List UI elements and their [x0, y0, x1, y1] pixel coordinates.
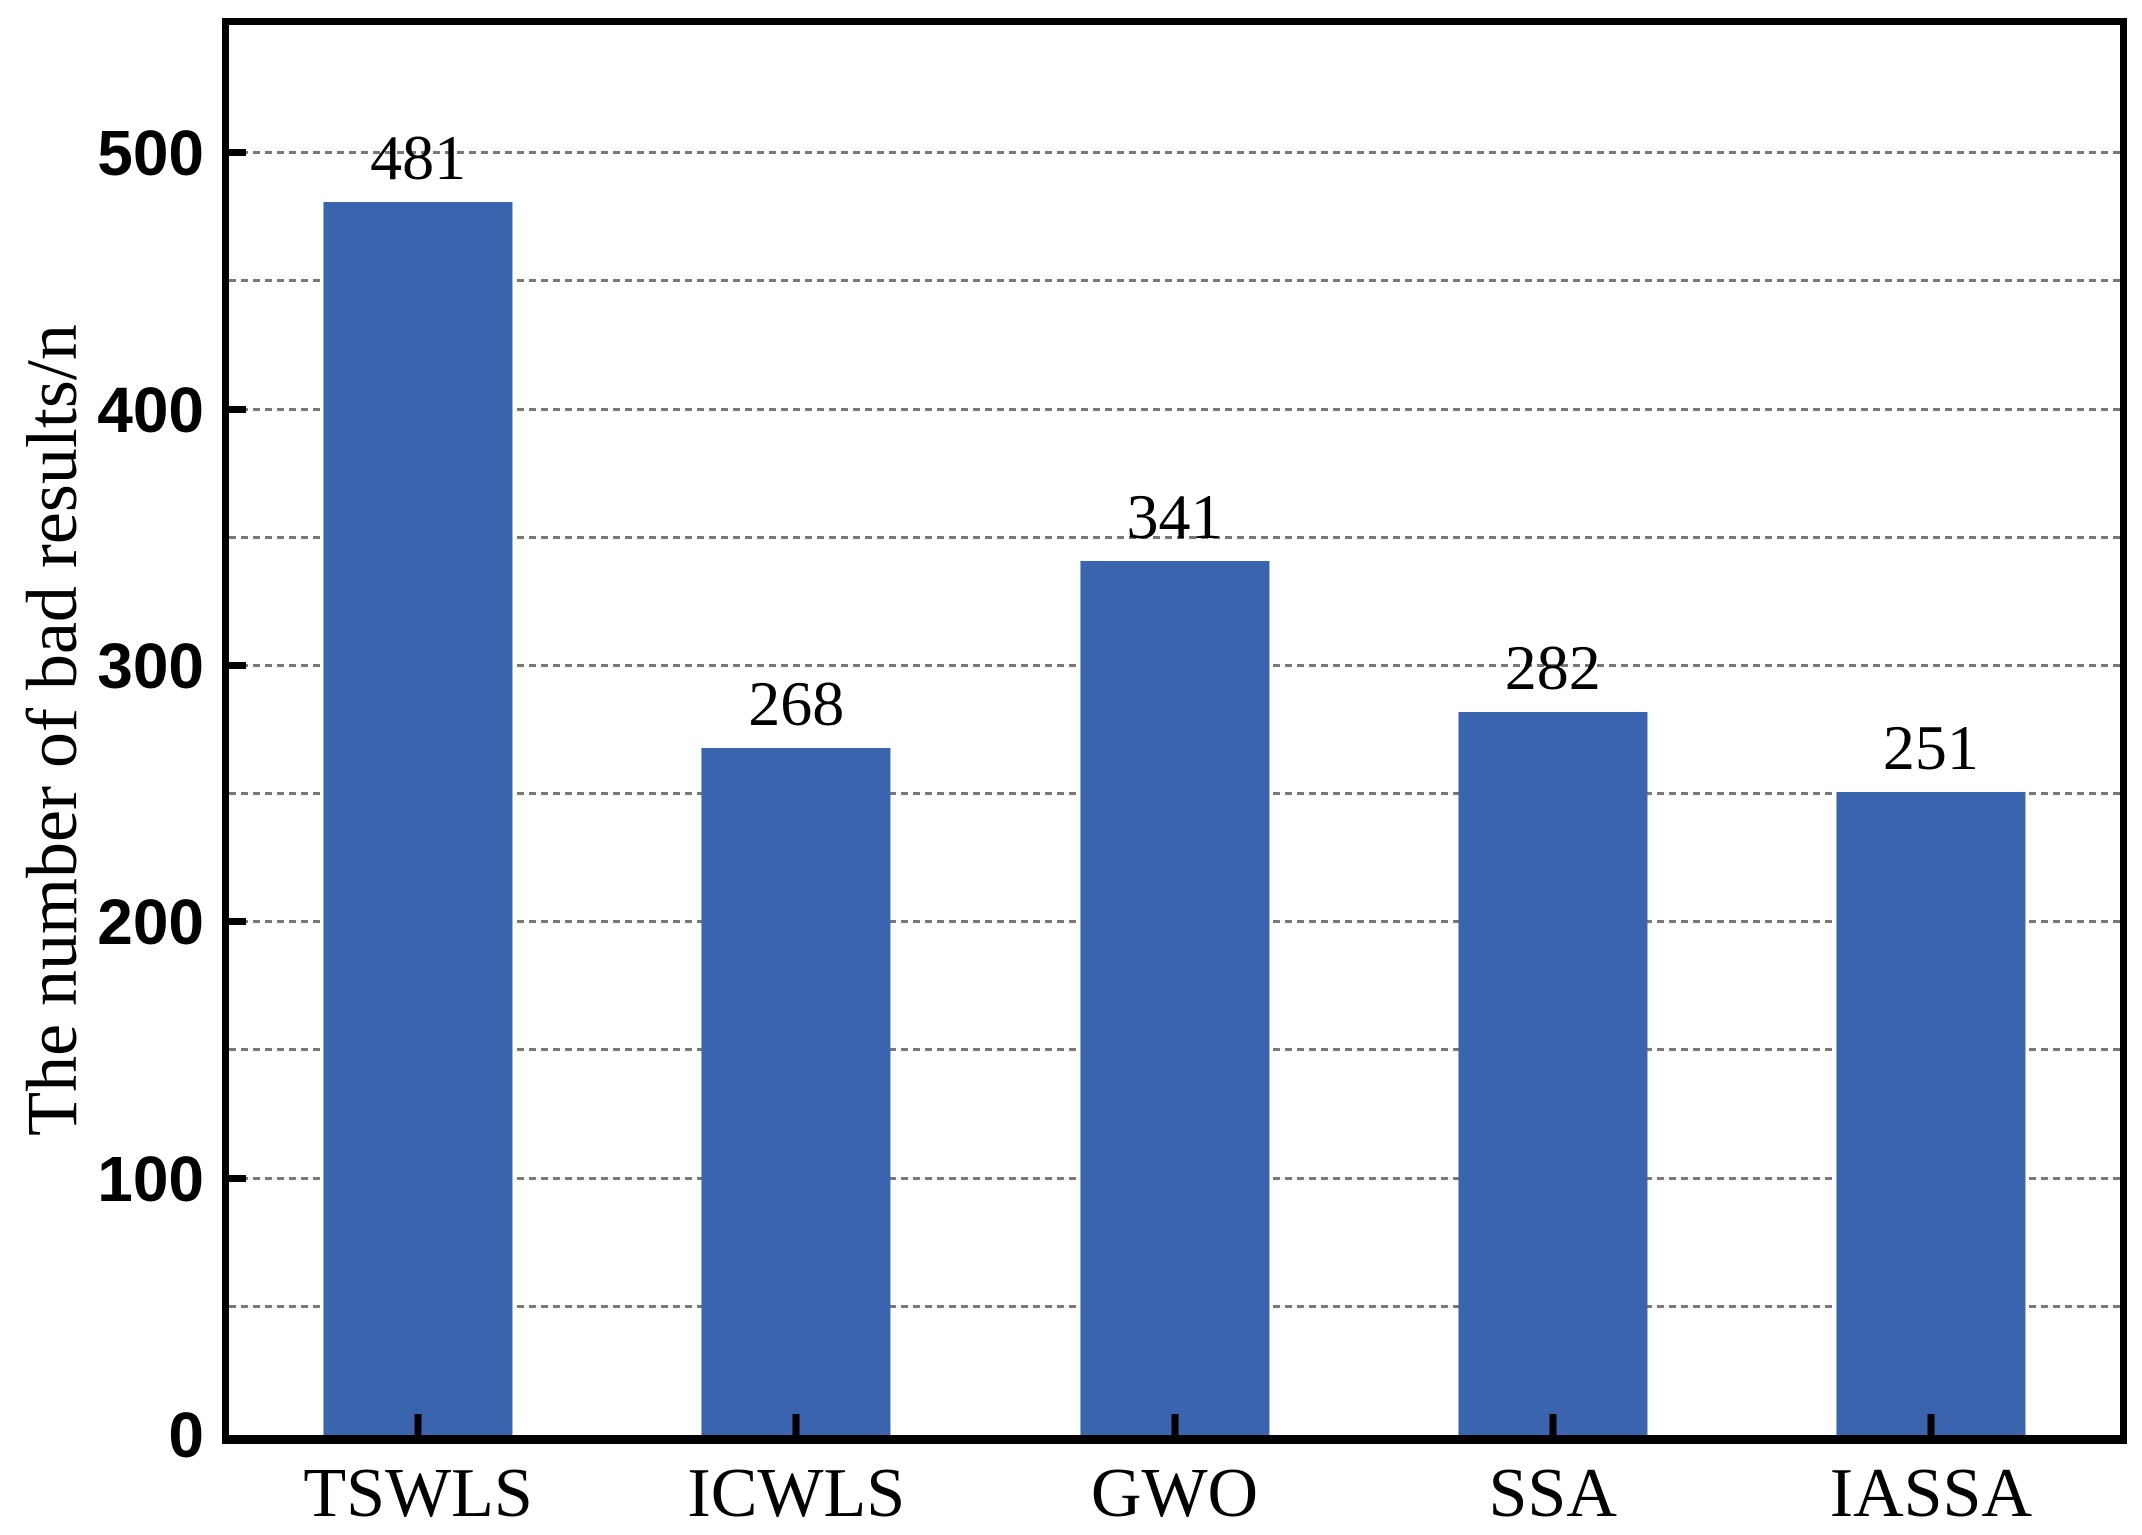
bar-ssa	[1458, 712, 1648, 1435]
bar-slot-tswls: 481	[229, 25, 607, 1435]
bar-slot-gwo: 341	[985, 25, 1363, 1435]
x-label-gwo: GWO	[1090, 1455, 1259, 1532]
x-label-ssa: SSA	[1488, 1455, 1617, 1532]
y-tick-label-500: 500	[97, 117, 204, 190]
x-label-icwls: ICWLS	[687, 1455, 906, 1532]
x-label-tswls: TSWLS	[303, 1455, 533, 1532]
bar-value-label-tswls: 481	[370, 121, 467, 193]
bar-slots: 481 268 341 282 251	[229, 25, 2120, 1435]
bar-icwls	[701, 747, 891, 1435]
bar-tswls	[323, 201, 513, 1435]
bar-value-label-iassa: 251	[1882, 711, 1979, 783]
bar-slot-ssa: 282	[1364, 25, 1742, 1435]
y-axis-tick-500	[229, 149, 246, 157]
bar-value-label-gwo: 341	[1126, 480, 1223, 552]
y-axis-tick-300	[229, 661, 246, 669]
x-label-iassa: IASSA	[1829, 1455, 2033, 1532]
y-axis-tick-100	[229, 1174, 246, 1182]
x-axis-tick-iassa	[1927, 1414, 1935, 1435]
x-axis-labels: TSWLS ICWLS GWO SSA IASSA	[229, 1452, 2120, 1535]
y-tick-label-400: 400	[97, 373, 204, 446]
gridline-450	[229, 279, 2120, 283]
x-axis-tick-gwo	[1171, 1414, 1178, 1435]
bar-slot-icwls: 268	[607, 25, 985, 1435]
y-tick-label-200: 200	[97, 886, 204, 959]
bar-slot-iassa: 251	[1742, 25, 2120, 1435]
y-axis-title: The number of bad results/n	[12, 324, 92, 1136]
y-tick-label-300: 300	[97, 629, 204, 702]
bar-iassa	[1836, 791, 2026, 1435]
x-axis-tick-ssa	[1549, 1414, 1557, 1435]
y-tick-label-100: 100	[97, 1142, 204, 1215]
bar-value-label-ssa: 282	[1504, 632, 1601, 704]
y-tick-label-0: 0	[168, 1399, 204, 1471]
x-axis-tick-tswls	[414, 1414, 422, 1435]
plot-area: 481 268 341 282 251	[222, 18, 2127, 1444]
gridline-400	[229, 407, 2120, 411]
bar-value-label-icwls: 268	[748, 667, 845, 739]
gridline-350	[229, 535, 2120, 539]
gridline-500	[229, 151, 2120, 155]
x-axis-tick-icwls	[792, 1414, 800, 1435]
y-axis-tick-200	[229, 918, 246, 926]
y-axis-tick-400	[229, 405, 246, 413]
bar-gwo	[1079, 560, 1270, 1435]
